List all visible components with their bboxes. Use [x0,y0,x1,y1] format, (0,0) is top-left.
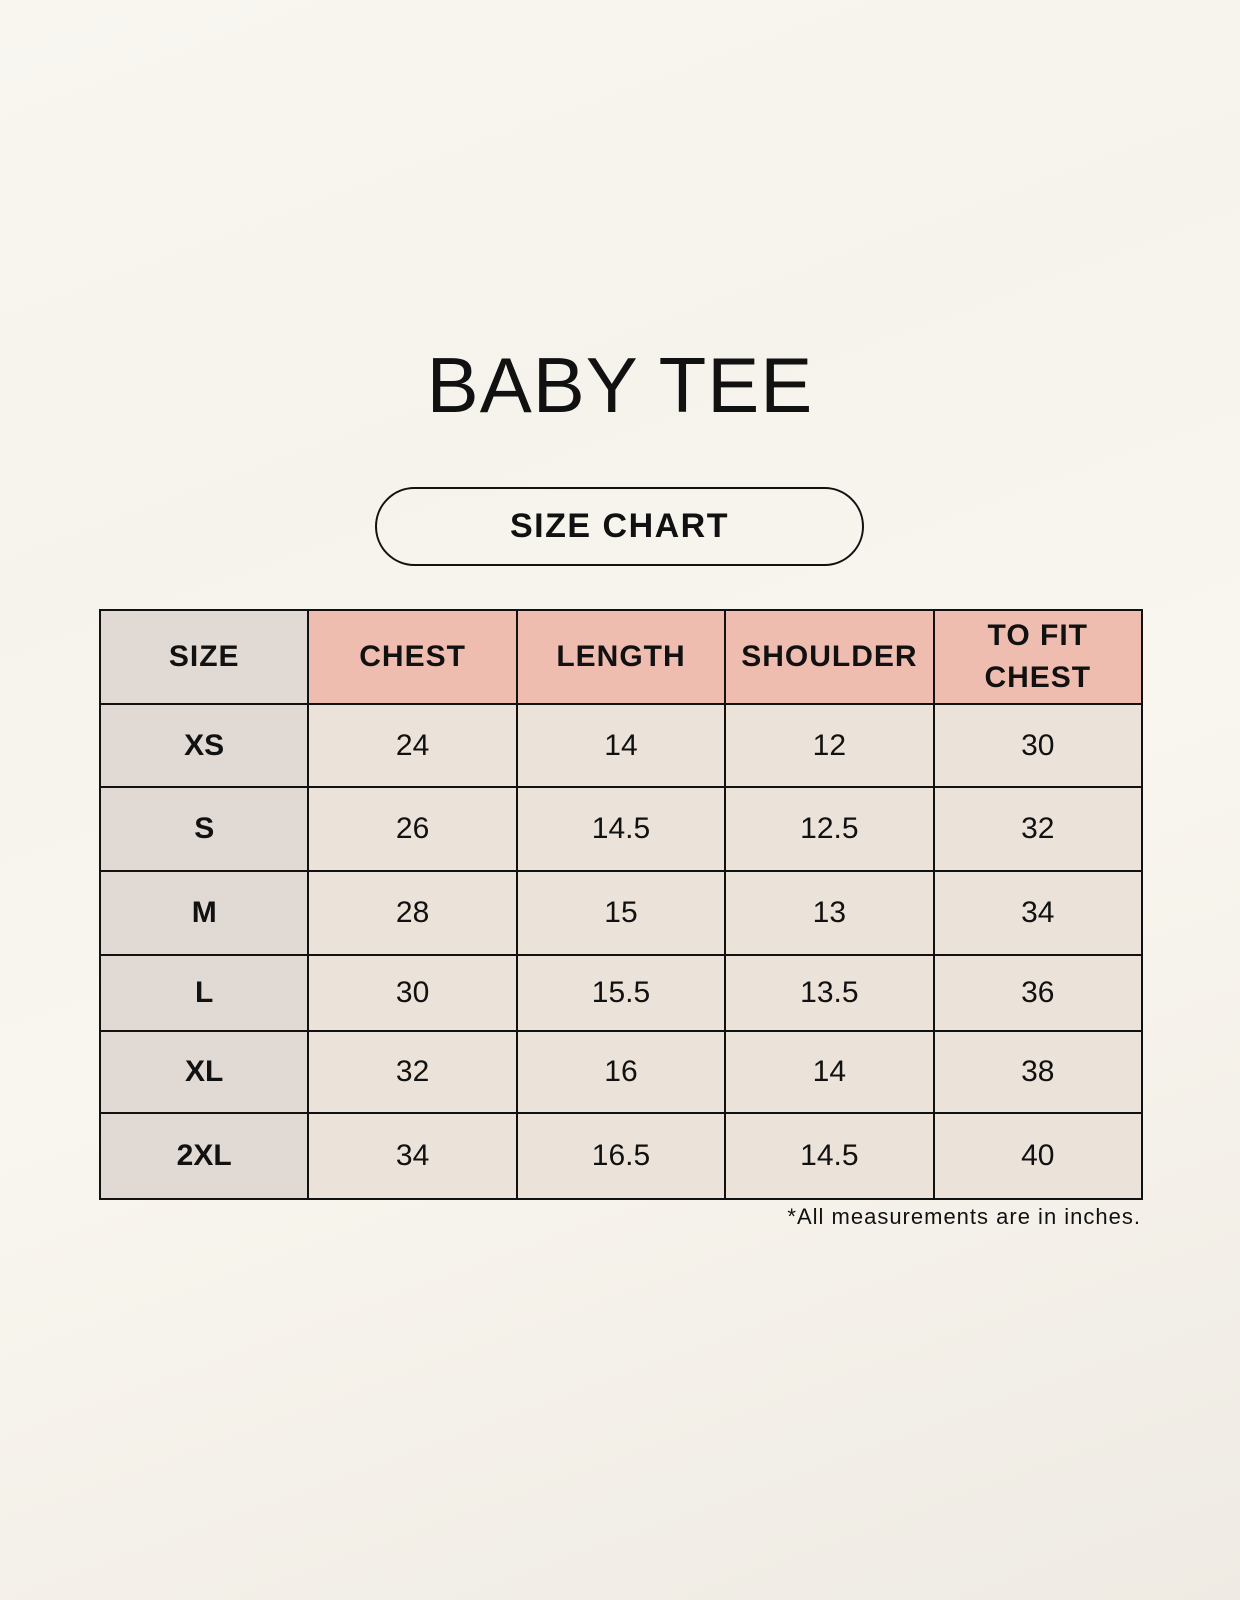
cell-size: XL [98,1030,310,1114]
table-row: M 28 15 13 34 [98,870,1144,956]
cell-size: L [98,954,310,1032]
cell-chest: 24 [307,703,518,788]
cell-size: M [98,870,310,956]
cell-chest: 32 [307,1030,518,1114]
cell-length: 16.5 [515,1112,727,1200]
cell-length: 15.5 [515,954,727,1032]
cell-shoulder: 12.5 [724,786,935,872]
footnote: *All measurements are in inches. [787,1204,1141,1229]
header-chest: CHEST [307,609,518,705]
cell-shoulder: 13 [724,870,935,956]
cell-to-fit-chest: 32 [932,786,1144,872]
cell-length: 16 [515,1030,727,1114]
cell-chest: 28 [307,870,518,956]
cell-length: 15 [515,870,727,956]
cell-to-fit-chest: 38 [932,1030,1144,1114]
table-row: 2XL 34 16.5 14.5 40 [98,1112,1144,1200]
cell-shoulder: 12 [724,703,935,788]
cell-chest: 30 [307,954,518,1032]
header-shoulder: SHOULDER [724,609,935,705]
cell-to-fit-chest: 40 [932,1112,1144,1200]
header-to-fit-chest: TO FIT CHEST [932,609,1144,705]
cell-shoulder: 14.5 [724,1112,935,1200]
table-row: L 30 15.5 13.5 36 [98,954,1144,1032]
header-size: SIZE [98,609,310,705]
cell-size: S [98,786,310,872]
header-row: SIZE CHEST LENGTH SHOULDER TO FIT CHEST [98,609,1144,705]
cell-shoulder: 14 [724,1030,935,1114]
table-row: XS 24 14 12 30 [98,703,1144,788]
cell-shoulder: 13.5 [724,954,935,1032]
table-row: XL 32 16 14 38 [98,1030,1144,1114]
cell-chest: 26 [307,786,518,872]
cell-length: 14.5 [515,786,727,872]
size-chart-label: SIZE CHART [375,487,864,566]
cell-size: XS [98,703,310,788]
cell-to-fit-chest: 36 [932,954,1144,1032]
size-table: SIZE CHEST LENGTH SHOULDER TO FIT CHEST … [98,609,1144,1200]
cell-length: 14 [515,703,727,788]
cell-size: 2XL [98,1112,310,1200]
cell-chest: 34 [307,1112,518,1200]
cell-to-fit-chest: 34 [932,870,1144,956]
page-title: BABY TEE [426,341,814,429]
table-row: S 26 14.5 12.5 32 [98,786,1144,872]
header-length: LENGTH [515,609,727,705]
cell-to-fit-chest: 30 [932,703,1144,788]
